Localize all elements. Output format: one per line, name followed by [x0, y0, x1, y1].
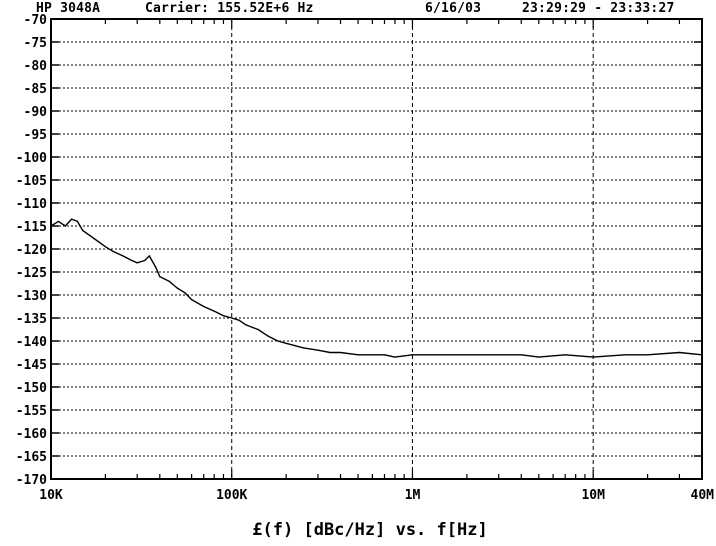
data-point — [303, 347, 305, 349]
data-point — [159, 276, 161, 278]
data-point — [317, 349, 319, 351]
x-axis-title: £(f) [dBc/Hz] vs. f[Hz] — [252, 520, 487, 540]
data-point — [176, 287, 178, 289]
y-tick-label: -125 — [16, 266, 47, 281]
data-point — [339, 351, 342, 354]
x-tick-label: 1M — [405, 488, 421, 503]
x-tick-label: 10K — [39, 488, 63, 503]
carrier-label: Carrier: 155.52E+6 Hz — [145, 1, 314, 16]
data-point — [191, 299, 193, 301]
x-tick-label: 40M — [691, 488, 715, 503]
y-tick-label: -160 — [16, 427, 47, 442]
data-point — [277, 340, 279, 342]
x-tick-label: 100K — [216, 488, 247, 503]
y-tick-label: -85 — [24, 82, 47, 97]
y-tick-label: -75 — [24, 36, 47, 51]
series-line-0 — [50, 218, 703, 358]
instrument-label: HP 3048A — [36, 1, 101, 16]
y-tick-label: -90 — [24, 105, 48, 120]
data-point — [498, 354, 500, 356]
data-point — [411, 354, 414, 356]
data-point — [231, 317, 233, 319]
data-point — [646, 354, 649, 356]
data-point — [213, 310, 215, 312]
data-point — [520, 354, 522, 356]
y-tick-label: -120 — [16, 243, 47, 258]
data-point — [70, 218, 73, 220]
data-point — [268, 335, 270, 337]
y-tick-label: -150 — [16, 381, 47, 396]
y-tick-label: -110 — [16, 197, 47, 212]
data-point — [624, 354, 626, 356]
y-tick-label: -105 — [16, 174, 47, 189]
x-tick-label: 10M — [581, 488, 605, 503]
data-point — [184, 292, 186, 294]
series-layer — [50, 218, 703, 358]
data-point — [168, 280, 170, 282]
y-tick-label: -130 — [16, 289, 47, 304]
data-point — [112, 250, 114, 252]
data-point — [64, 225, 66, 227]
y-tick-label: -140 — [16, 335, 47, 350]
data-point — [329, 351, 331, 354]
data-point — [203, 305, 205, 308]
y-tick-label: -100 — [16, 151, 47, 166]
grid-layer — [51, 19, 702, 479]
data-point — [76, 220, 79, 222]
data-point — [285, 342, 287, 344]
data-point — [57, 220, 60, 222]
y-tick-label: -170 — [16, 473, 47, 488]
data-point — [148, 255, 150, 257]
data-point — [155, 266, 157, 268]
data-point — [564, 354, 566, 356]
data-point — [371, 354, 373, 356]
data-point — [144, 259, 146, 262]
data-point — [538, 356, 540, 358]
data-point — [82, 230, 84, 232]
data-point — [257, 328, 259, 331]
y-tick-label: -135 — [16, 312, 47, 327]
data-point — [383, 354, 386, 356]
y-tick-label: -115 — [16, 220, 47, 235]
time-range-label: 23:29:29 - 23:33:27 — [522, 1, 675, 16]
data-point — [357, 354, 359, 356]
data-point — [104, 246, 107, 248]
label-layer: -70 -75 -80 -85 -90 -95 -100 -105 -110 -115 -120 -1… — [16, 13, 714, 503]
plot-frame — [50, 18, 703, 480]
y-tick-label: -165 — [16, 450, 47, 465]
data-point — [238, 319, 240, 321]
data-point — [136, 262, 138, 264]
data-point — [92, 236, 94, 239]
y-tick-label: -80 — [24, 59, 48, 74]
data-point — [122, 255, 124, 257]
y-tick-label: -95 — [24, 128, 47, 143]
data-point — [678, 351, 681, 354]
data-point — [245, 324, 247, 326]
data-point — [222, 315, 225, 317]
data-point — [394, 356, 396, 358]
y-tick-label: -70 — [24, 13, 48, 28]
y-tick-label: -145 — [16, 358, 47, 373]
data-point — [466, 354, 468, 356]
data-point — [592, 356, 594, 358]
data-point — [131, 259, 133, 262]
data-point — [443, 354, 445, 356]
y-tick-label: -155 — [16, 404, 47, 419]
date-label: 6/16/03 — [425, 1, 482, 16]
